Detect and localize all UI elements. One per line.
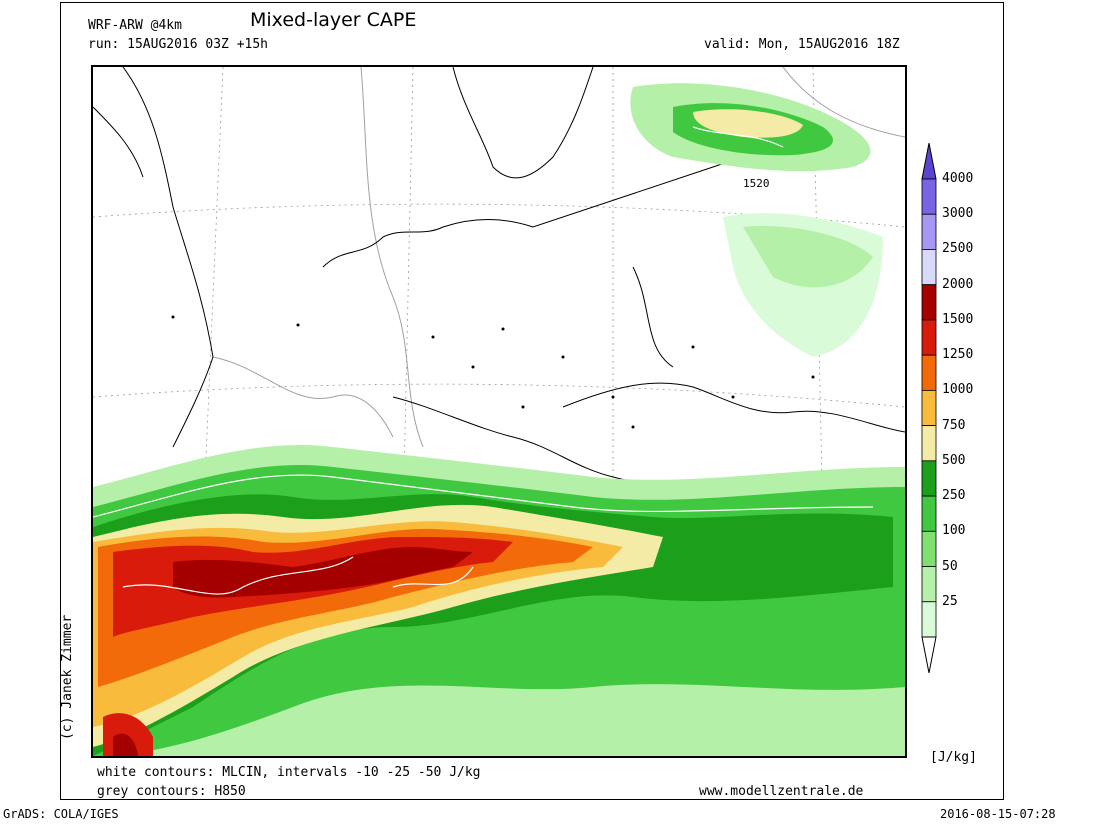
legend-colorbar [921,143,937,673]
legend-label-100: 100 [942,523,966,539]
cape-shading [93,445,905,756]
legend-label-250: 250 [942,488,966,504]
page-title: Mixed-layer CAPE [250,9,417,31]
legend-box-50 [921,566,937,603]
legend-label-750: 750 [942,417,966,433]
map-canvas: 1520 [93,67,905,756]
legend-box-2000 [921,284,937,321]
legend-label-1250: 1250 [942,347,974,363]
map-panel: 1520 [91,65,907,758]
legend-box-250 [921,495,937,532]
legend-box-750 [921,425,937,462]
legend-label-2500: 2500 [942,241,974,257]
legend-label-25: 25 [942,593,958,609]
note-h850: grey contours: H850 [97,784,246,799]
legend-label-1000: 1000 [942,382,974,398]
legend-label-4000: 4000 [942,171,974,186]
legend-label-3000: 3000 [942,206,974,222]
model-label: WRF-ARW @4km [88,18,182,33]
run-label: run: 15AUG2016 03Z +15h [88,37,269,52]
note-mlcin: white contours: MLCIN, intervals -10 -25… [97,765,481,780]
website-link[interactable]: www.modellzentrale.de [699,784,864,799]
timestamp-label: 2016-08-15-07:28 [940,807,1056,821]
legend-top-arrow [921,143,937,180]
legend-unit: [J/kg] [930,750,977,765]
software-label: GrADS: COLA/IGES [3,807,119,821]
legend-bottom-arrow [921,636,937,673]
cape-shading-northeast [630,83,883,357]
legend-box-1250 [921,354,937,391]
legend-box-2500 [921,249,937,286]
mlcin-contours [93,126,874,595]
valid-label: valid: Mon, 15AUG2016 18Z [704,37,900,52]
legend-label-1500: 1500 [942,311,974,327]
legend-label-2000: 2000 [942,276,974,292]
legend-box-1000 [921,389,937,427]
legend-box-1500 [921,319,937,356]
plot-frame [60,2,1004,800]
credit-label: (c) Janek Zimmer [60,614,75,740]
contour-label: 1520 [743,177,770,190]
legend-label-500: 500 [942,452,966,468]
legend-box-25 [921,601,937,638]
legend-box-3000 [921,213,937,250]
legend-box-100 [921,530,937,567]
city-dots [171,315,815,429]
h850-contours [212,67,905,448]
legend-box-4000 [921,178,937,215]
legend-label-50: 50 [942,558,958,574]
legend-box-500 [921,460,937,497]
